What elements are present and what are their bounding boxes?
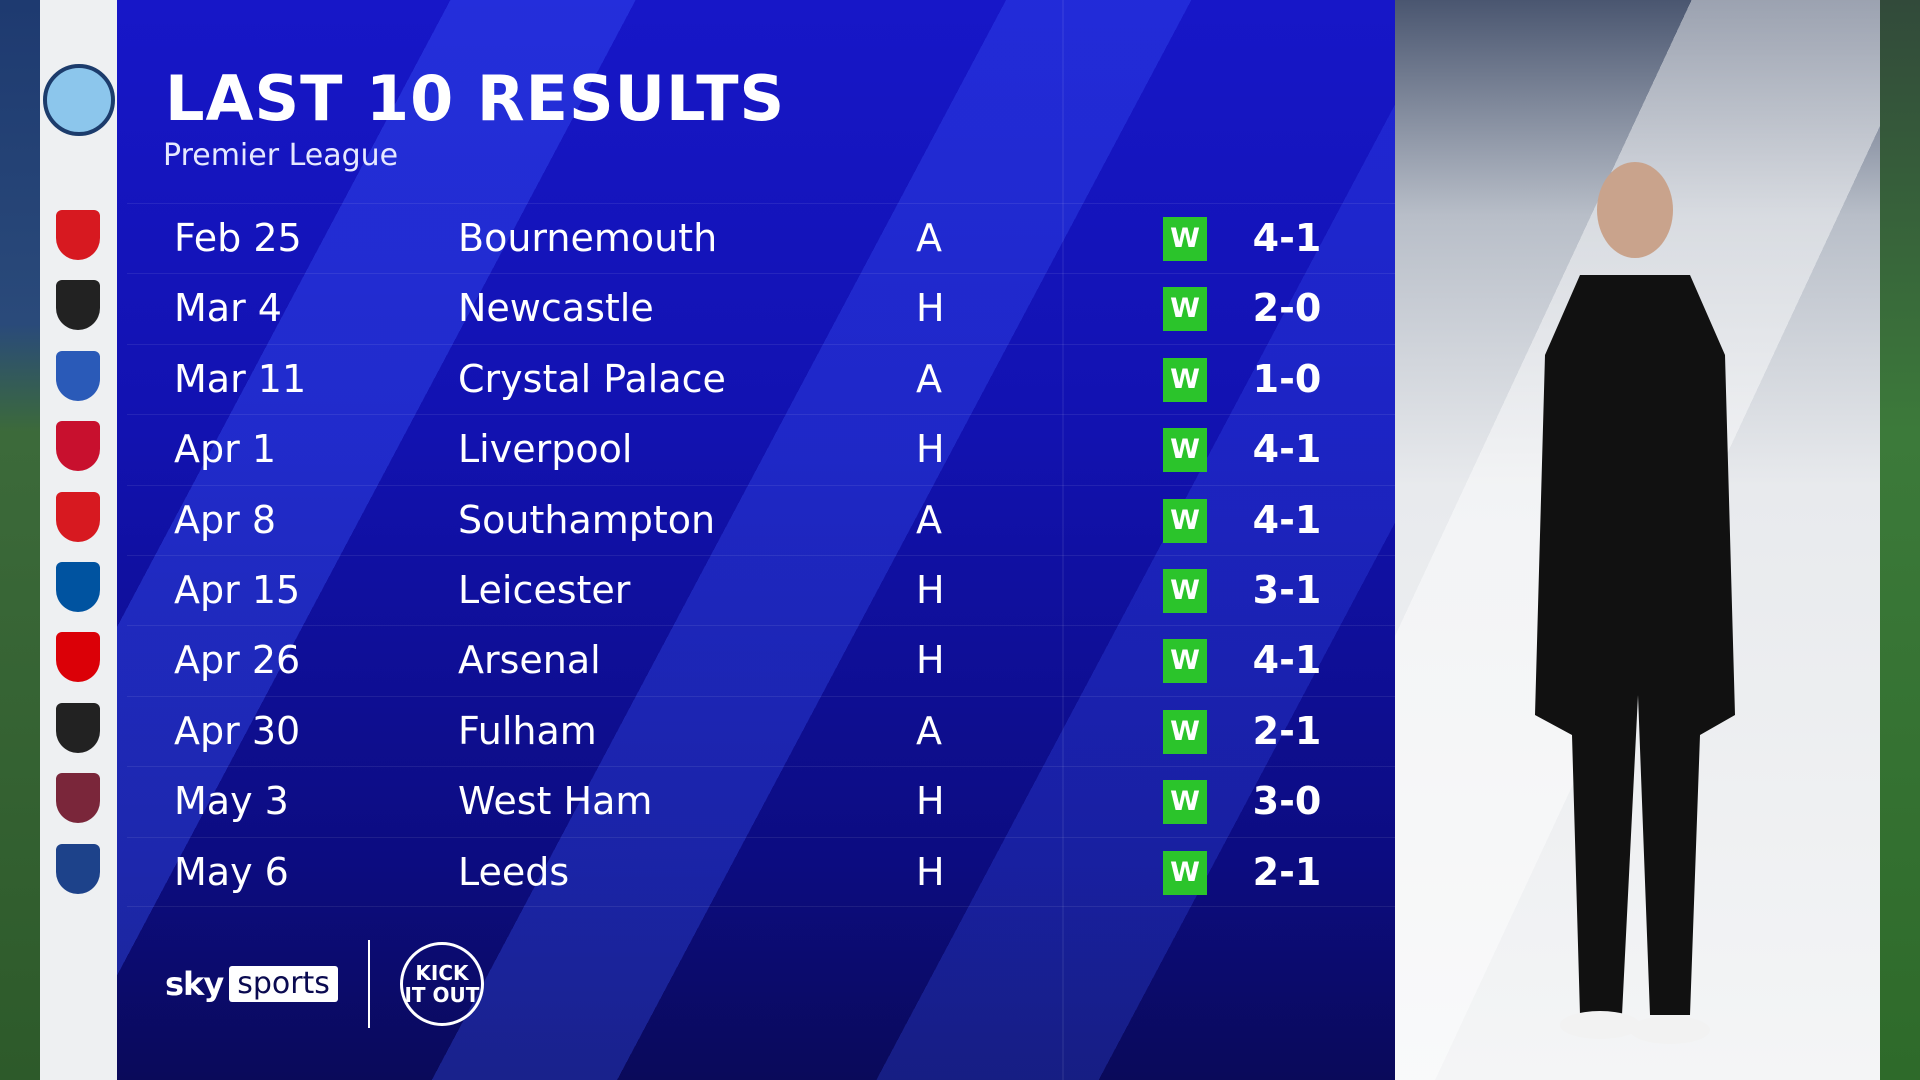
result-row: Mar 11 Crystal Palace A W 1-0 xyxy=(127,343,1395,414)
competition-subtitle: Premier League xyxy=(163,138,399,173)
match-date: Apr 30 xyxy=(174,708,301,753)
venue: H xyxy=(916,286,945,331)
opponent-name: Arsenal xyxy=(458,638,601,683)
score: 4-1 xyxy=(1252,638,1322,683)
opponent-crest-icon xyxy=(56,632,100,683)
result-badge: W xyxy=(1163,287,1207,332)
page-title: LAST 10 RESULTS xyxy=(165,62,786,135)
opponent-name: Southampton xyxy=(458,497,716,542)
opponent-name: Liverpool xyxy=(458,427,633,472)
score: 2-0 xyxy=(1252,286,1322,331)
manager-photo xyxy=(1395,0,1880,1080)
score: 4-1 xyxy=(1252,497,1322,542)
sports-logo: sports xyxy=(229,966,338,1002)
opponent-crest-icon xyxy=(56,843,100,894)
score: 2-1 xyxy=(1252,708,1322,753)
score: 3-0 xyxy=(1252,779,1322,824)
opponent-name: Leeds xyxy=(458,849,570,894)
result-badge: W xyxy=(1163,780,1207,825)
manager-figure xyxy=(1535,162,1735,1044)
result-row: Apr 15 Leicester H W 3-1 xyxy=(127,554,1395,625)
result-row: Apr 1 Liverpool H W 4-1 xyxy=(127,414,1395,484)
opponent-crest-icon xyxy=(56,562,100,612)
results-list: Feb 25 Bournemouth A W 4-1 Mar 4 Newcastl… xyxy=(127,203,1395,907)
venue: A xyxy=(916,708,942,753)
manchester-city-crest-icon xyxy=(43,64,115,136)
opponent-crest-icon xyxy=(56,350,100,401)
score: 4-1 xyxy=(1252,216,1322,260)
result-row: Apr 30 Fulham A W 2-1 xyxy=(127,695,1395,766)
footer-logos: sky sports KICK IT OUT xyxy=(165,940,484,1028)
sky-logo: sky xyxy=(165,965,224,1003)
result-badge: W xyxy=(1163,428,1207,473)
result-row: Feb 25 Bournemouth A W 4-1 xyxy=(127,203,1395,273)
match-date: May 3 xyxy=(174,779,289,824)
score: 1-0 xyxy=(1252,356,1322,401)
opponent-name: Crystal Palace xyxy=(458,356,726,401)
opponent-crest-icon xyxy=(56,210,100,260)
match-date: Apr 15 xyxy=(174,567,301,612)
opponent-name: Newcastle xyxy=(458,286,654,331)
result-row: Apr 26 Arsenal H W 4-1 xyxy=(127,625,1395,695)
result-badge: W xyxy=(1163,639,1207,684)
match-date: May 6 xyxy=(174,849,289,894)
result-badge: W xyxy=(1163,568,1207,613)
logo-divider xyxy=(367,940,370,1028)
crest-column xyxy=(40,0,117,1080)
match-date: Mar 11 xyxy=(174,356,307,401)
score: 4-1 xyxy=(1252,427,1322,472)
opponent-crest-icon xyxy=(56,702,100,753)
kick-it-out-logo: KICK IT OUT xyxy=(399,942,484,1026)
results-panel: LAST 10 RESULTS Premier League Feb 25 Bo… xyxy=(117,0,1395,1080)
opponent-name: Leicester xyxy=(458,567,631,612)
result-badge: W xyxy=(1163,709,1207,754)
column-divider xyxy=(1062,0,1064,1080)
venue: A xyxy=(916,216,942,260)
result-badge: W xyxy=(1163,850,1207,895)
venue: A xyxy=(916,356,942,401)
opponent-name: West Ham xyxy=(458,779,653,824)
venue: H xyxy=(916,849,945,894)
result-row: Mar 4 Newcastle H W 2-0 xyxy=(127,273,1395,343)
opponent-name: Fulham xyxy=(458,708,597,753)
opponent-crest-icon xyxy=(56,421,100,472)
opponent-crest-icon xyxy=(56,773,100,824)
result-badge: W xyxy=(1163,217,1207,261)
result-row: Apr 8 Southampton A W 4-1 xyxy=(127,484,1395,555)
result-badge: W xyxy=(1163,357,1207,402)
opponent-crest-icon xyxy=(56,491,100,542)
opponent-crest-icon xyxy=(56,280,100,331)
venue: A xyxy=(916,497,942,542)
result-row: May 6 Leeds H W 2-1 xyxy=(127,836,1395,907)
stadium-background-left xyxy=(0,0,40,1080)
venue: H xyxy=(916,427,945,472)
result-badge: W xyxy=(1163,498,1207,543)
venue: H xyxy=(916,638,945,683)
match-date: Apr 1 xyxy=(174,427,276,472)
venue: H xyxy=(916,779,945,824)
result-row: May 3 West Ham H W 3-0 xyxy=(127,766,1395,836)
score: 2-1 xyxy=(1252,849,1322,894)
match-date: Feb 25 xyxy=(174,216,302,260)
match-date: Apr 26 xyxy=(174,638,301,683)
match-date: Apr 8 xyxy=(174,497,276,542)
opponent-name: Bournemouth xyxy=(458,216,718,260)
stadium-background-right xyxy=(1880,0,1920,1080)
venue: H xyxy=(916,567,945,612)
match-date: Mar 4 xyxy=(174,286,282,331)
score: 3-1 xyxy=(1252,567,1322,612)
